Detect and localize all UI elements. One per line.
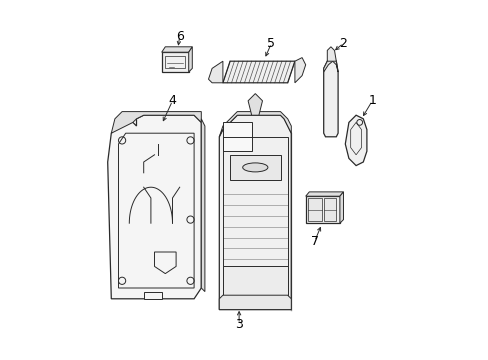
Polygon shape <box>247 94 262 115</box>
Bar <box>307 198 321 221</box>
Text: 1: 1 <box>367 94 375 107</box>
Polygon shape <box>111 112 201 133</box>
Polygon shape <box>323 58 337 72</box>
Polygon shape <box>219 112 291 137</box>
Bar <box>223 266 287 299</box>
Polygon shape <box>223 61 294 83</box>
Polygon shape <box>162 47 192 52</box>
Polygon shape <box>201 119 204 292</box>
Polygon shape <box>326 47 336 61</box>
Bar <box>223 122 251 151</box>
Bar <box>162 52 188 72</box>
Polygon shape <box>305 192 343 196</box>
Ellipse shape <box>242 163 267 172</box>
Polygon shape <box>339 192 343 223</box>
Bar <box>230 155 280 180</box>
Polygon shape <box>345 115 366 166</box>
Polygon shape <box>219 295 291 310</box>
Polygon shape <box>208 61 223 83</box>
Text: 6: 6 <box>175 30 183 42</box>
Polygon shape <box>323 58 337 137</box>
Polygon shape <box>107 115 201 299</box>
Bar <box>305 196 339 223</box>
Polygon shape <box>143 292 162 299</box>
Polygon shape <box>188 47 192 72</box>
Text: 2: 2 <box>339 37 347 50</box>
Text: 5: 5 <box>267 37 275 50</box>
Polygon shape <box>219 115 291 310</box>
Bar <box>165 56 185 68</box>
Text: 3: 3 <box>235 318 243 330</box>
Polygon shape <box>294 58 305 83</box>
Bar <box>323 198 336 221</box>
Text: 7: 7 <box>310 235 318 248</box>
Text: 4: 4 <box>168 94 176 107</box>
